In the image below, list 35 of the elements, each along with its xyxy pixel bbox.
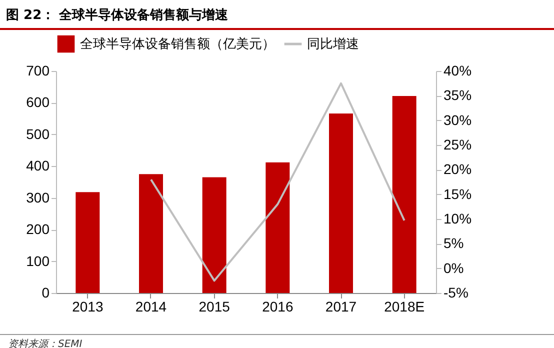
line-series (150, 82, 406, 282)
chart-title: 图 22： 全球半导体设备销售额与增速 (0, 0, 554, 30)
y-tick-label: 200 (26, 221, 50, 238)
y2-tick-label: 0% (444, 260, 464, 276)
x-tick-label: 2015 (198, 298, 230, 314)
bar (139, 174, 163, 293)
y2-tick-label: 25% (444, 136, 472, 152)
x-tick-label: 2013 (72, 298, 104, 314)
y2-tick-label: 5% (444, 235, 464, 252)
bar (76, 192, 100, 293)
y-tick-label: 0 (42, 284, 50, 300)
text: 资料来源：SEMI (0, 334, 554, 348)
y-tick-label: 700 (26, 62, 50, 78)
y-tick-label: 100 (26, 252, 50, 269)
y-tick-label: 400 (26, 158, 50, 174)
x-tick-label: 2016 (262, 298, 294, 314)
y-tick-label: 600 (26, 94, 50, 110)
x-tick-label: 2018E (384, 298, 425, 314)
y-tick-label: 500 (26, 126, 50, 142)
y2-tick-label: -5% (444, 284, 468, 300)
legend-label: 同比增速 (307, 36, 359, 51)
legend-label: 全球半导体设备销售额（亿美元） (80, 36, 275, 51)
x-tick-label: 2014 (135, 298, 167, 314)
y2-tick-label: 35% (444, 87, 472, 104)
y2-tick-label: 10% (444, 210, 472, 226)
bar (329, 113, 353, 293)
bar (392, 96, 416, 293)
bar (202, 177, 226, 293)
y2-tick-label: 15% (444, 186, 472, 202)
y-tick-label: 300 (26, 189, 50, 206)
bar (266, 162, 290, 293)
y2-tick-label: 30% (444, 112, 472, 128)
y2-tick-label: 40% (444, 62, 472, 78)
y2-tick-label: 20% (444, 161, 472, 178)
x-tick-label: 2017 (325, 298, 357, 314)
